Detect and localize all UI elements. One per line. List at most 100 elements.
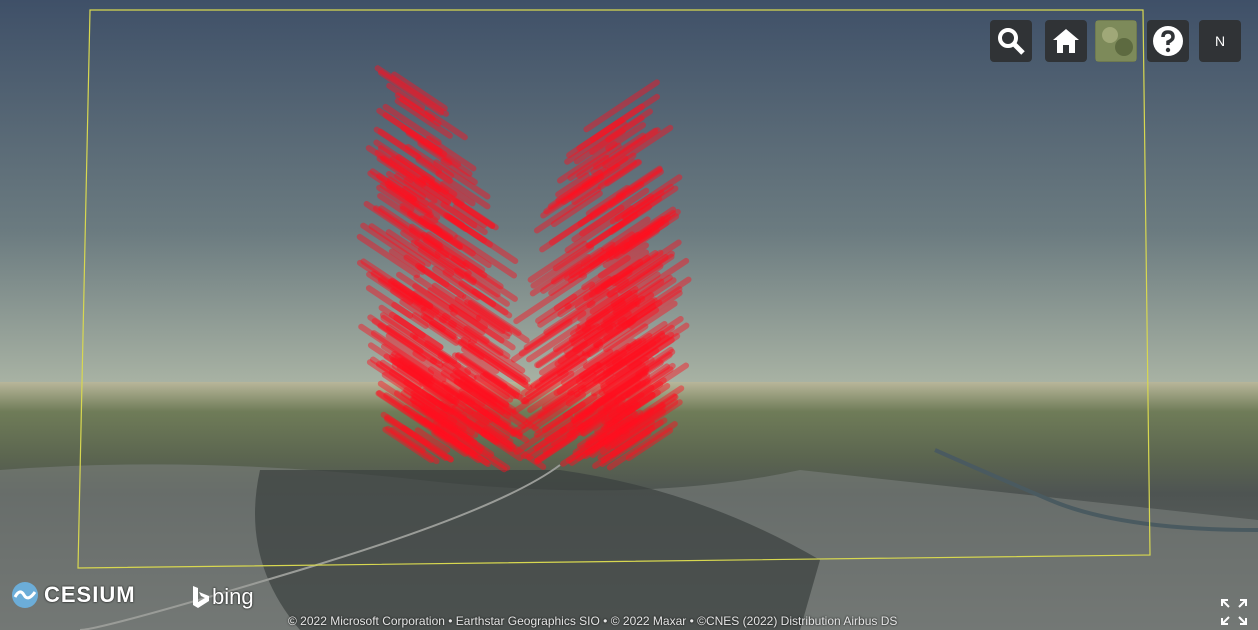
streak bbox=[577, 367, 614, 393]
streak bbox=[428, 201, 465, 228]
streak bbox=[589, 429, 630, 458]
streak bbox=[581, 318, 635, 357]
streak bbox=[510, 310, 587, 363]
streak bbox=[438, 400, 496, 441]
streak bbox=[440, 180, 476, 207]
streak bbox=[565, 433, 609, 464]
streak bbox=[428, 181, 499, 231]
streak bbox=[408, 364, 454, 398]
streak bbox=[436, 422, 508, 473]
cesium-logo[interactable]: CESIUM bbox=[10, 580, 136, 610]
streak bbox=[412, 283, 458, 316]
streak bbox=[610, 271, 661, 307]
streak bbox=[543, 176, 598, 215]
streak bbox=[401, 425, 454, 463]
streak bbox=[374, 65, 450, 117]
streak bbox=[571, 204, 625, 243]
streak bbox=[391, 350, 464, 401]
streak bbox=[621, 394, 679, 435]
streak bbox=[605, 122, 647, 152]
home-button[interactable] bbox=[1045, 20, 1087, 62]
streak bbox=[410, 396, 468, 438]
search-icon bbox=[998, 28, 1025, 55]
streak bbox=[574, 365, 650, 418]
streak bbox=[541, 401, 586, 433]
streak bbox=[458, 280, 513, 319]
streak bbox=[607, 181, 645, 208]
streak bbox=[432, 420, 483, 455]
streak bbox=[398, 96, 442, 127]
streak bbox=[576, 286, 639, 330]
streak bbox=[387, 278, 440, 316]
streak bbox=[615, 165, 663, 199]
streak bbox=[441, 362, 498, 403]
streak bbox=[589, 263, 664, 315]
streak bbox=[586, 212, 639, 249]
streak bbox=[411, 295, 457, 329]
streak bbox=[534, 432, 579, 464]
streak bbox=[627, 290, 683, 329]
streak bbox=[575, 338, 642, 385]
streak bbox=[391, 357, 460, 406]
streak bbox=[513, 413, 574, 455]
streak bbox=[601, 216, 651, 252]
streak bbox=[385, 332, 426, 362]
streak bbox=[603, 366, 674, 415]
streak bbox=[482, 371, 523, 400]
streak bbox=[358, 323, 435, 377]
streak bbox=[451, 255, 518, 302]
streak bbox=[589, 254, 651, 298]
streak bbox=[425, 393, 487, 437]
streak bbox=[556, 362, 603, 395]
help-button[interactable] bbox=[1147, 20, 1189, 62]
streak bbox=[471, 288, 509, 316]
streak bbox=[377, 277, 427, 312]
streak bbox=[597, 409, 644, 442]
streak bbox=[603, 391, 656, 429]
streak bbox=[597, 419, 656, 461]
streak bbox=[443, 212, 493, 248]
streak bbox=[433, 429, 482, 464]
streak bbox=[581, 332, 653, 383]
streak bbox=[377, 128, 422, 160]
streak bbox=[376, 107, 448, 158]
streak bbox=[366, 271, 414, 305]
fullscreen-button[interactable] bbox=[1218, 596, 1250, 628]
streak bbox=[533, 406, 598, 452]
streak bbox=[593, 132, 647, 170]
streak bbox=[531, 391, 587, 431]
base-layer-picker[interactable] bbox=[1095, 20, 1137, 62]
streak bbox=[602, 378, 650, 413]
streak bbox=[438, 316, 478, 344]
streak bbox=[521, 426, 568, 460]
streak bbox=[454, 352, 530, 405]
streak bbox=[599, 430, 652, 468]
streak bbox=[585, 417, 624, 445]
streak bbox=[454, 378, 527, 429]
streak bbox=[424, 340, 458, 365]
streak bbox=[467, 342, 529, 385]
streak bbox=[383, 353, 457, 405]
streak bbox=[593, 349, 627, 375]
streak bbox=[635, 348, 676, 378]
streak bbox=[592, 315, 638, 348]
streak bbox=[473, 374, 514, 403]
search-button[interactable] bbox=[990, 20, 1032, 62]
streak bbox=[589, 428, 624, 454]
streak bbox=[443, 384, 509, 430]
fullscreen-icon bbox=[1221, 599, 1247, 625]
streak bbox=[548, 214, 593, 246]
bing-logo[interactable]: bing bbox=[190, 584, 254, 610]
streak bbox=[456, 393, 501, 425]
navigation-mode-button[interactable]: N bbox=[1199, 20, 1241, 62]
streak bbox=[431, 430, 469, 457]
streak bbox=[363, 200, 421, 241]
streak bbox=[520, 370, 569, 405]
streak bbox=[384, 425, 440, 465]
streak bbox=[511, 370, 575, 415]
streak bbox=[594, 249, 659, 295]
streak bbox=[541, 371, 597, 411]
streak bbox=[583, 79, 660, 133]
